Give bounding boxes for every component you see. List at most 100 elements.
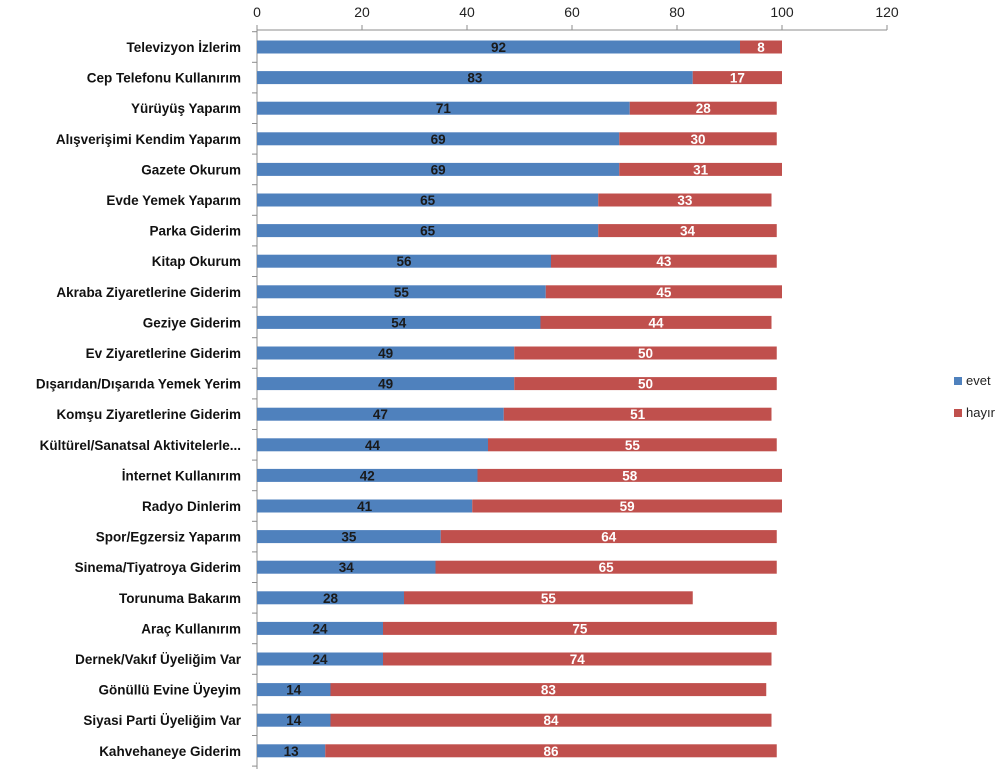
category-label: Dernek/Vakıf Üyeliğim Var	[75, 652, 242, 667]
category-label: Araç Kullanırım	[141, 621, 241, 636]
category-label: Alışverişimi Kendim Yaparım	[56, 132, 241, 147]
data-label: 75	[572, 621, 588, 636]
bar-hayir	[383, 652, 772, 666]
category-label: Kitap Okurum	[152, 254, 241, 269]
bar-hayir	[545, 285, 782, 299]
bar-hayir	[330, 713, 772, 727]
data-label: 55	[625, 438, 641, 453]
bar-hayir	[540, 315, 772, 329]
data-label: 14	[286, 713, 302, 728]
data-label: 24	[312, 652, 328, 667]
category-label: Parka Giderim	[149, 224, 241, 239]
bar-evet	[257, 468, 478, 482]
category-label: İnternet Kullanırım	[122, 468, 241, 483]
data-label: 64	[601, 530, 617, 545]
data-label: 56	[396, 254, 412, 269]
data-label: 8	[757, 40, 765, 55]
data-label: 17	[730, 71, 745, 86]
category-label: Cep Telefonu Kullanırım	[87, 71, 241, 86]
bar-evet	[257, 713, 331, 727]
bar-evet	[257, 499, 473, 513]
data-label: 33	[677, 193, 693, 208]
bar-hayir	[551, 254, 777, 268]
data-label: 84	[543, 713, 559, 728]
bar-evet	[257, 71, 693, 85]
bar-hayir	[514, 346, 777, 360]
axis-layer: 0 20 40 60 80 100 120	[252, 4, 899, 769]
bar-hayir	[330, 683, 767, 697]
data-label: 55	[541, 591, 557, 606]
bar-evet	[257, 254, 551, 268]
data-label: 92	[491, 40, 506, 55]
data-label: 31	[693, 162, 709, 177]
category-label: Yürüyüş Yaparım	[131, 101, 241, 116]
data-label: 49	[378, 377, 393, 392]
legend-swatch	[954, 377, 962, 385]
data-label: 51	[630, 407, 646, 422]
bar-hayir	[435, 560, 777, 574]
category-label: Televizyon İzlerim	[126, 40, 241, 55]
data-label: 54	[391, 315, 407, 330]
bar-evet	[257, 162, 620, 176]
bar-evet	[257, 744, 326, 758]
category-label: Siyasi Parti Üyeliğim Var	[83, 713, 241, 728]
bar-hayir	[629, 101, 777, 115]
data-label: 30	[690, 132, 705, 147]
category-label: Ev Ziyaretlerine Giderim	[86, 346, 241, 361]
data-label: 69	[431, 162, 446, 177]
legend-swatch	[954, 409, 962, 417]
bar-evet	[257, 377, 515, 391]
data-label: 74	[570, 652, 586, 667]
category-label: Sinema/Tiyatroya Giderim	[75, 560, 241, 575]
data-label: 55	[394, 285, 410, 300]
bar-evet	[257, 346, 515, 360]
data-label: 65	[420, 224, 436, 239]
bar-evet	[257, 683, 331, 697]
data-label: 65	[599, 560, 615, 575]
data-label: 44	[365, 438, 381, 453]
data-label: 13	[284, 744, 300, 759]
bar-evet	[257, 560, 436, 574]
data-label: 28	[696, 101, 712, 116]
data-label: 34	[339, 560, 355, 575]
category-label: Komşu Ziyaretlerine Giderim	[56, 407, 241, 422]
bars-layer	[257, 40, 782, 758]
data-label: 71	[436, 101, 452, 116]
legend: evet hayır	[954, 373, 996, 420]
bar-hayir	[404, 591, 693, 605]
bar-hayir	[619, 162, 782, 176]
bar-evet	[257, 193, 599, 207]
data-label: 28	[323, 591, 339, 606]
data-label: 58	[622, 468, 638, 483]
category-label: Gazete Okurum	[141, 162, 241, 177]
data-label: 44	[648, 315, 664, 330]
bar-evet	[257, 315, 541, 329]
category-label: Kültürel/Sanatsal Aktivitelerle...	[40, 438, 241, 453]
data-label: 83	[541, 683, 557, 698]
bar-evet	[257, 438, 488, 452]
bar-hayir	[740, 40, 782, 54]
data-label: 34	[680, 224, 696, 239]
bar-evet	[257, 407, 504, 421]
bar-hayir	[692, 71, 782, 85]
data-label: 65	[420, 193, 436, 208]
data-label: 35	[341, 530, 357, 545]
x-tick-label: 120	[875, 4, 899, 20]
bar-evet	[257, 224, 599, 238]
x-tick-label: 60	[564, 4, 580, 20]
category-label: Gönüllü Evine Üyeyim	[98, 683, 241, 698]
bar-hayir	[383, 621, 777, 635]
bar-hayir	[488, 438, 777, 452]
bar-evet	[257, 101, 630, 115]
bar-hayir	[325, 744, 777, 758]
x-tick-label: 100	[770, 4, 794, 20]
category-label: Akraba Ziyaretlerine Giderim	[56, 285, 241, 300]
data-label: 50	[638, 346, 653, 361]
bar-hayir	[598, 193, 772, 207]
bar-hayir	[472, 499, 782, 513]
data-label: 24	[312, 621, 328, 636]
labels-layer: Televizyon İzlerim 92 8 Cep Telefonu Kullan…	[36, 40, 765, 759]
bar-evet	[257, 530, 441, 544]
bar-hayir	[477, 468, 782, 482]
